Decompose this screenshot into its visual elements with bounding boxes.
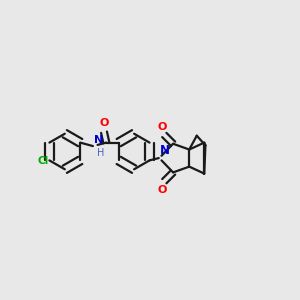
Text: O: O (157, 184, 167, 195)
Text: O: O (99, 118, 109, 128)
Text: O: O (157, 122, 167, 131)
Text: H: H (97, 148, 104, 158)
Text: N: N (160, 144, 170, 157)
Text: N: N (94, 135, 103, 145)
Text: Cl: Cl (37, 156, 48, 166)
